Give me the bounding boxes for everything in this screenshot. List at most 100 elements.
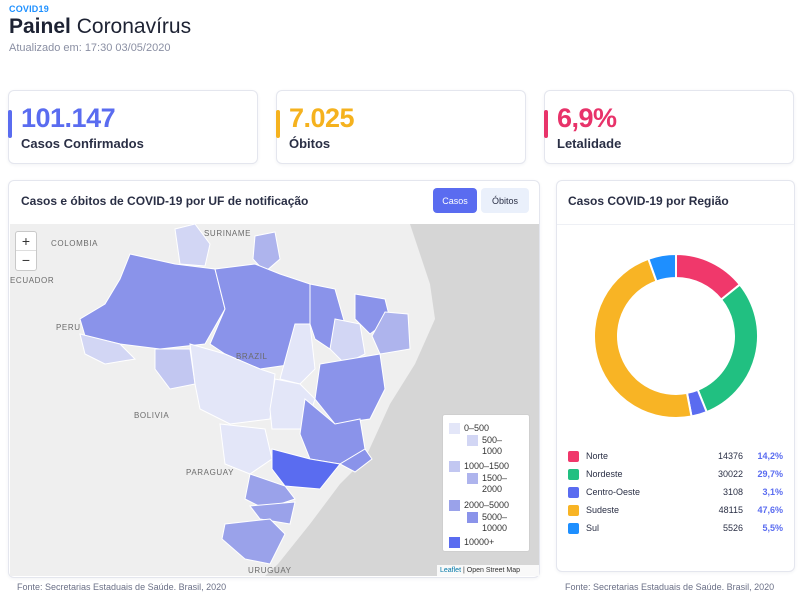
- legend-swatch: [467, 473, 478, 484]
- legend-item: 0–500: [449, 423, 489, 434]
- kpi-value-lethality: 6,9%: [557, 103, 617, 133]
- legend-label: 10000+: [464, 537, 495, 547]
- map-label-suriname: SURINAME: [204, 229, 252, 238]
- kpi-accent-bar: [276, 110, 280, 138]
- zoom-control: + −: [15, 231, 37, 271]
- state-santa-catarina[interactable]: [249, 501, 296, 525]
- legend-label: 2000–5000: [464, 500, 510, 510]
- legend-label: 0–500: [464, 423, 490, 433]
- header: COVID19 Painel Coronavírus Atualizado em…: [9, 4, 191, 54]
- region-percent: 29,7%: [757, 469, 783, 479]
- region-legend-row-sudeste[interactable]: Sudeste 48115 47,6%: [568, 503, 783, 517]
- kpi-label-lethality: Letalidade: [557, 136, 622, 151]
- state-acre[interactable]: [79, 333, 137, 365]
- legend-item: 10000+: [449, 537, 494, 548]
- state-mato-grosso[interactable]: [189, 343, 276, 425]
- region-name: Sudeste: [586, 505, 620, 515]
- toggle-cases-button[interactable]: Casos: [433, 188, 477, 213]
- state-rondonia[interactable]: [154, 348, 196, 390]
- map-source-note: Fonte: Secretarias Estaduais de Saúde. B…: [17, 582, 227, 592]
- map-attribution: Leaflet | Open Street Map: [437, 565, 539, 576]
- donut-slice-sudeste[interactable]: [593, 257, 693, 419]
- legend-swatch: [449, 500, 460, 511]
- legend-item: 2000–5000: [449, 500, 509, 511]
- region-cases: 48115: [718, 505, 743, 515]
- toggle-deaths-button[interactable]: Óbitos: [481, 188, 529, 213]
- region-cases: 30022: [717, 469, 743, 479]
- region-legend-row-norte[interactable]: Norte 14376 14,2%: [568, 449, 783, 463]
- map-label-brazil: BRAZIL: [236, 352, 268, 361]
- map-label-colombia: COLOMBIA: [51, 239, 99, 248]
- region-legend-row-sul[interactable]: Sul 5526 5,5%: [568, 521, 783, 535]
- osm-attribution: | Open Street Map: [462, 567, 521, 574]
- region-cases: 3108: [722, 487, 743, 497]
- brand-label: COVID19: [9, 4, 49, 14]
- legend-label: 1500– 2000: [482, 473, 508, 494]
- map-label-uruguay: URUGUAY: [248, 566, 292, 575]
- region-name: Nordeste: [586, 469, 623, 479]
- zoom-in-button[interactable]: +: [16, 232, 36, 251]
- legend-item: 500– 1000: [467, 435, 502, 457]
- region-panel: [556, 180, 795, 572]
- state-roraima[interactable]: [174, 224, 211, 267]
- legend-label: 1000–1500: [464, 461, 510, 471]
- legend-label: 5000– 10000: [482, 512, 508, 533]
- map-label-paraguay: PARAGUAY: [186, 468, 235, 477]
- legend-swatch: [449, 423, 460, 434]
- state-sao-paulo[interactable]: [271, 448, 341, 490]
- region-source-note: Fonte: Secretarias Estaduais de Saúde. B…: [565, 582, 775, 592]
- kpi-card-deaths: 7.025 Óbitos: [276, 90, 526, 164]
- state-bahia[interactable]: [314, 353, 386, 425]
- donut-slice-nordeste[interactable]: [696, 283, 759, 414]
- zoom-out-button[interactable]: −: [21, 252, 31, 268]
- state-rio-espirito-santo[interactable]: [338, 448, 373, 473]
- page-title-bold: Painel: [9, 15, 71, 38]
- kpi-card-confirmed: 101.147 Casos Confirmados: [8, 90, 258, 164]
- region-percent: 47,6%: [757, 505, 783, 515]
- region-panel-title: Casos COVID-19 por Região: [568, 194, 729, 208]
- legend-swatch: [449, 461, 460, 472]
- legend-swatch: [467, 512, 478, 523]
- region-name: Centro-Oeste: [586, 487, 641, 497]
- map-panel-title: Casos e óbitos de COVID-19 por UF de not…: [21, 194, 309, 208]
- region-donut-chart: [593, 252, 759, 419]
- region-percent: 3,1%: [762, 487, 783, 497]
- legend-item: 1500– 2000: [467, 473, 507, 495]
- kpi-accent-bar: [544, 110, 548, 138]
- region-name: Norte: [586, 451, 609, 461]
- map-legend: 0–500 500– 1000 1000–1500 1500– 2000 200…: [442, 414, 530, 552]
- state-tocantins[interactable]: [279, 323, 316, 385]
- legend-item: 1000–1500: [449, 461, 509, 472]
- region-color-swatch: [568, 451, 579, 462]
- kpi-value-confirmed: 101.147: [21, 103, 116, 133]
- region-legend-row-nordeste[interactable]: Nordeste 30022 29,7%: [568, 467, 783, 481]
- region-legend-row-centro-oeste[interactable]: Centro-Oeste 3108 3,1%: [568, 485, 783, 499]
- state-mato-grosso-do-sul[interactable]: [219, 423, 273, 475]
- donut-slice-sul[interactable]: [647, 252, 677, 283]
- region-panel-divider: [557, 224, 794, 225]
- region-cases: 5526: [722, 523, 743, 533]
- region-color-swatch: [568, 505, 579, 516]
- state-amazonas[interactable]: [79, 253, 226, 350]
- kpi-value-deaths: 7.025: [289, 103, 355, 133]
- page-title-rest: Coronavírus: [76, 15, 192, 38]
- region-cases: 14376: [717, 451, 743, 461]
- region-percent: 5,5%: [762, 523, 783, 533]
- kpi-accent-bar: [8, 110, 12, 138]
- state-rio-grande-do-sul[interactable]: [221, 518, 286, 565]
- legend-swatch: [449, 537, 460, 548]
- kpi-label-deaths: Óbitos: [289, 136, 331, 151]
- map-label-peru: PERU: [56, 323, 81, 332]
- leaflet-link[interactable]: Leaflet: [440, 567, 462, 574]
- legend-swatch: [467, 435, 478, 446]
- kpi-label-confirmed: Casos Confirmados: [21, 136, 144, 151]
- region-percent: 14,2%: [757, 451, 783, 461]
- map-label-ecuador: ECUADOR: [10, 276, 55, 285]
- page-title: Painel Coronavírus: [9, 15, 191, 39]
- region-color-swatch: [568, 469, 579, 480]
- region-color-swatch: [568, 487, 579, 498]
- legend-label: 500– 1000: [482, 435, 503, 456]
- state-northeast-small[interactable]: [371, 311, 411, 355]
- state-amapa[interactable]: [252, 231, 281, 273]
- legend-item: 5000– 10000: [467, 512, 507, 534]
